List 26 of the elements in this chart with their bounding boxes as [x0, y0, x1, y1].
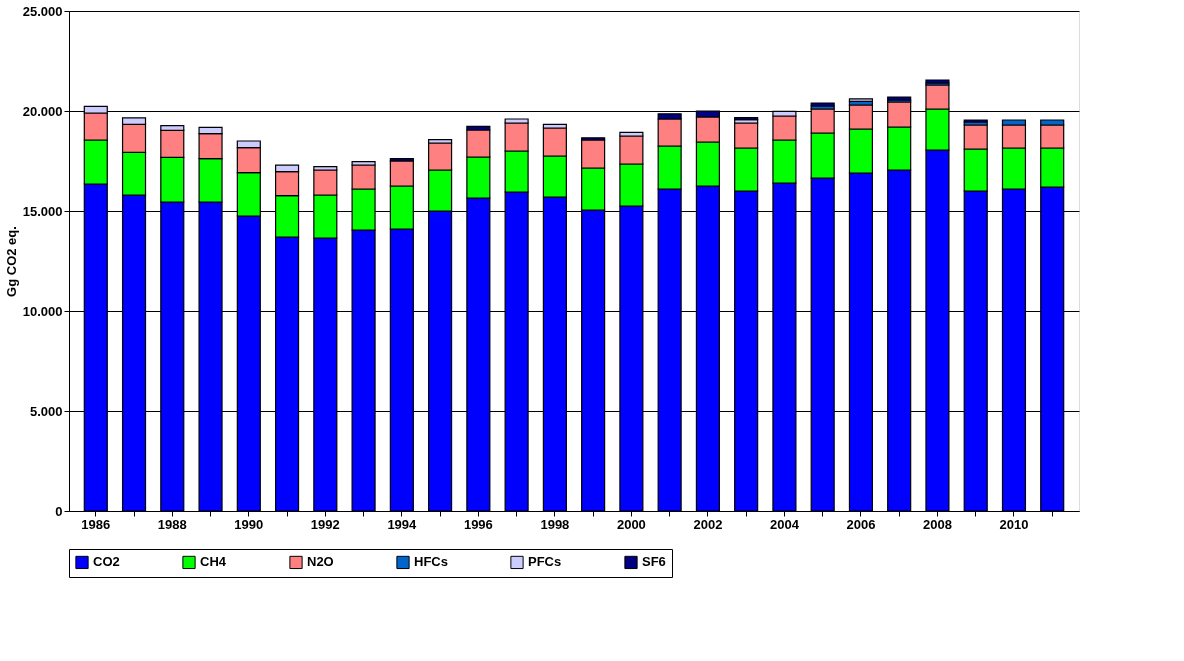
legend-label: SF6: [642, 554, 666, 570]
y-tick-label: 0: [55, 503, 63, 519]
y-tick-label: 20.000: [22, 103, 63, 119]
y-axis-title: Gg CO2 eq.: [3, 226, 19, 297]
legend-label: CH4: [200, 554, 227, 570]
x-tick-label: 1992: [310, 516, 340, 532]
x-tick-label: 1996: [463, 516, 493, 532]
x-tick-label: 2002: [693, 516, 723, 532]
y-tick-label: 5.000: [29, 403, 63, 419]
x-tick-label: 2000: [616, 516, 646, 532]
y-tick-label: 15.000: [22, 203, 63, 219]
y-tick-label: 25.000: [22, 3, 63, 19]
x-tick-label: 2004: [769, 516, 800, 532]
x-tick-label: 2010: [999, 516, 1029, 532]
x-tick-label: 1998: [540, 516, 570, 532]
legend-label: PFCs: [528, 554, 562, 570]
x-tick-label: 1988: [157, 516, 187, 532]
y-tick-label: 10.000: [22, 303, 63, 319]
legend-label: CO2: [93, 554, 120, 570]
legend-label: N2O: [307, 554, 334, 570]
x-tick-label: 1986: [81, 516, 111, 532]
x-tick-label: 2008: [922, 516, 952, 532]
x-tick-label: 2006: [846, 516, 876, 532]
x-tick-label: 1990: [234, 516, 264, 532]
legend-label: HFCs: [414, 554, 448, 570]
x-tick-label: 1994: [387, 516, 418, 532]
